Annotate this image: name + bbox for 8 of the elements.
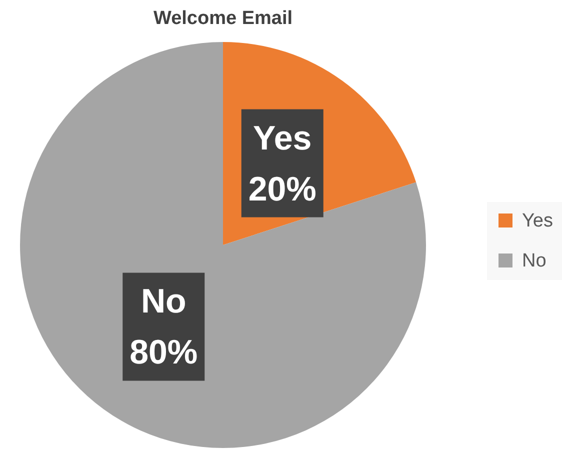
data-label: 80% (130, 334, 198, 372)
slice-label: No (140, 282, 186, 321)
pie-slice (20, 42, 426, 448)
data-label: 20% (248, 170, 316, 208)
chart-title: Welcome Email (153, 8, 293, 29)
legend-label: Yes (522, 210, 553, 232)
slice-label: Yes (253, 119, 312, 158)
legend-label: No (522, 250, 546, 272)
